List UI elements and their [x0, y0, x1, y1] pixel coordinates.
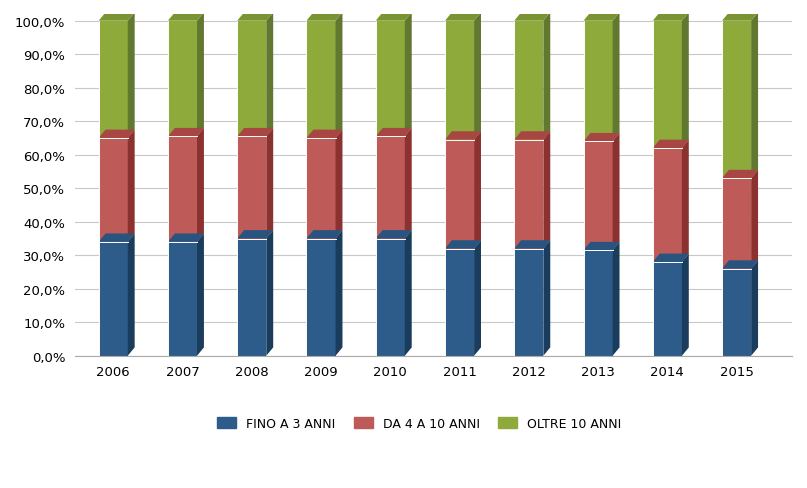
Polygon shape	[197, 129, 204, 243]
Polygon shape	[98, 234, 135, 243]
Polygon shape	[514, 132, 550, 141]
Bar	[653, 263, 682, 356]
Bar	[168, 137, 197, 243]
Polygon shape	[613, 13, 620, 142]
Polygon shape	[543, 13, 550, 141]
Polygon shape	[682, 141, 689, 263]
Bar	[307, 239, 336, 356]
Bar	[583, 251, 613, 356]
Polygon shape	[336, 13, 342, 139]
Bar	[237, 137, 266, 239]
Polygon shape	[336, 130, 342, 239]
Polygon shape	[336, 231, 342, 356]
Bar	[237, 21, 266, 137]
Bar	[583, 142, 613, 251]
Bar	[445, 249, 474, 356]
Polygon shape	[168, 234, 204, 243]
Bar	[445, 141, 474, 249]
Bar	[653, 21, 682, 149]
Polygon shape	[751, 170, 758, 269]
Polygon shape	[237, 129, 274, 137]
Polygon shape	[445, 132, 481, 141]
Polygon shape	[613, 134, 620, 251]
Polygon shape	[722, 13, 758, 21]
Polygon shape	[405, 13, 412, 137]
Polygon shape	[237, 13, 274, 21]
Polygon shape	[307, 130, 342, 139]
Polygon shape	[376, 231, 412, 239]
Bar	[514, 249, 543, 356]
Polygon shape	[682, 13, 689, 149]
Bar	[376, 21, 405, 137]
Legend: FINO A 3 ANNI, DA 4 A 10 ANNI, OLTRE 10 ANNI: FINO A 3 ANNI, DA 4 A 10 ANNI, OLTRE 10 …	[212, 412, 626, 435]
Polygon shape	[474, 241, 481, 356]
Polygon shape	[266, 129, 274, 239]
Bar	[722, 179, 751, 269]
Bar	[307, 139, 336, 239]
Bar	[583, 21, 613, 142]
Polygon shape	[405, 129, 412, 239]
Polygon shape	[613, 243, 620, 356]
Polygon shape	[474, 132, 481, 249]
Polygon shape	[514, 13, 550, 21]
Polygon shape	[405, 231, 412, 356]
Polygon shape	[445, 13, 481, 21]
Polygon shape	[445, 241, 481, 249]
Bar	[445, 21, 474, 141]
Polygon shape	[653, 254, 689, 263]
Polygon shape	[197, 13, 204, 137]
Polygon shape	[197, 234, 204, 356]
Bar	[98, 21, 128, 139]
Bar	[168, 21, 197, 137]
Polygon shape	[168, 129, 204, 137]
Polygon shape	[751, 261, 758, 356]
Bar	[237, 239, 266, 356]
Polygon shape	[376, 129, 412, 137]
Polygon shape	[722, 261, 758, 269]
Polygon shape	[543, 241, 550, 356]
Bar	[722, 269, 751, 356]
Polygon shape	[682, 254, 689, 356]
Bar	[98, 139, 128, 243]
Bar	[653, 149, 682, 263]
Polygon shape	[722, 170, 758, 179]
Polygon shape	[98, 13, 135, 21]
Polygon shape	[474, 13, 481, 141]
Bar	[168, 243, 197, 356]
Polygon shape	[583, 243, 620, 251]
Polygon shape	[128, 130, 135, 243]
Polygon shape	[543, 132, 550, 249]
Polygon shape	[514, 241, 550, 249]
Polygon shape	[653, 141, 689, 149]
Bar	[98, 243, 128, 356]
Polygon shape	[307, 13, 342, 21]
Bar	[514, 141, 543, 249]
Bar	[307, 21, 336, 139]
Polygon shape	[128, 234, 135, 356]
Bar	[514, 21, 543, 141]
Bar	[376, 239, 405, 356]
Polygon shape	[653, 13, 689, 21]
Polygon shape	[583, 134, 620, 142]
Polygon shape	[98, 130, 135, 139]
Polygon shape	[266, 231, 274, 356]
Polygon shape	[751, 13, 758, 179]
Bar	[722, 21, 751, 179]
Polygon shape	[128, 13, 135, 139]
Polygon shape	[237, 231, 274, 239]
Polygon shape	[376, 13, 412, 21]
Polygon shape	[266, 13, 274, 137]
Polygon shape	[583, 13, 620, 21]
Bar	[376, 137, 405, 239]
Polygon shape	[168, 13, 204, 21]
Polygon shape	[307, 231, 342, 239]
